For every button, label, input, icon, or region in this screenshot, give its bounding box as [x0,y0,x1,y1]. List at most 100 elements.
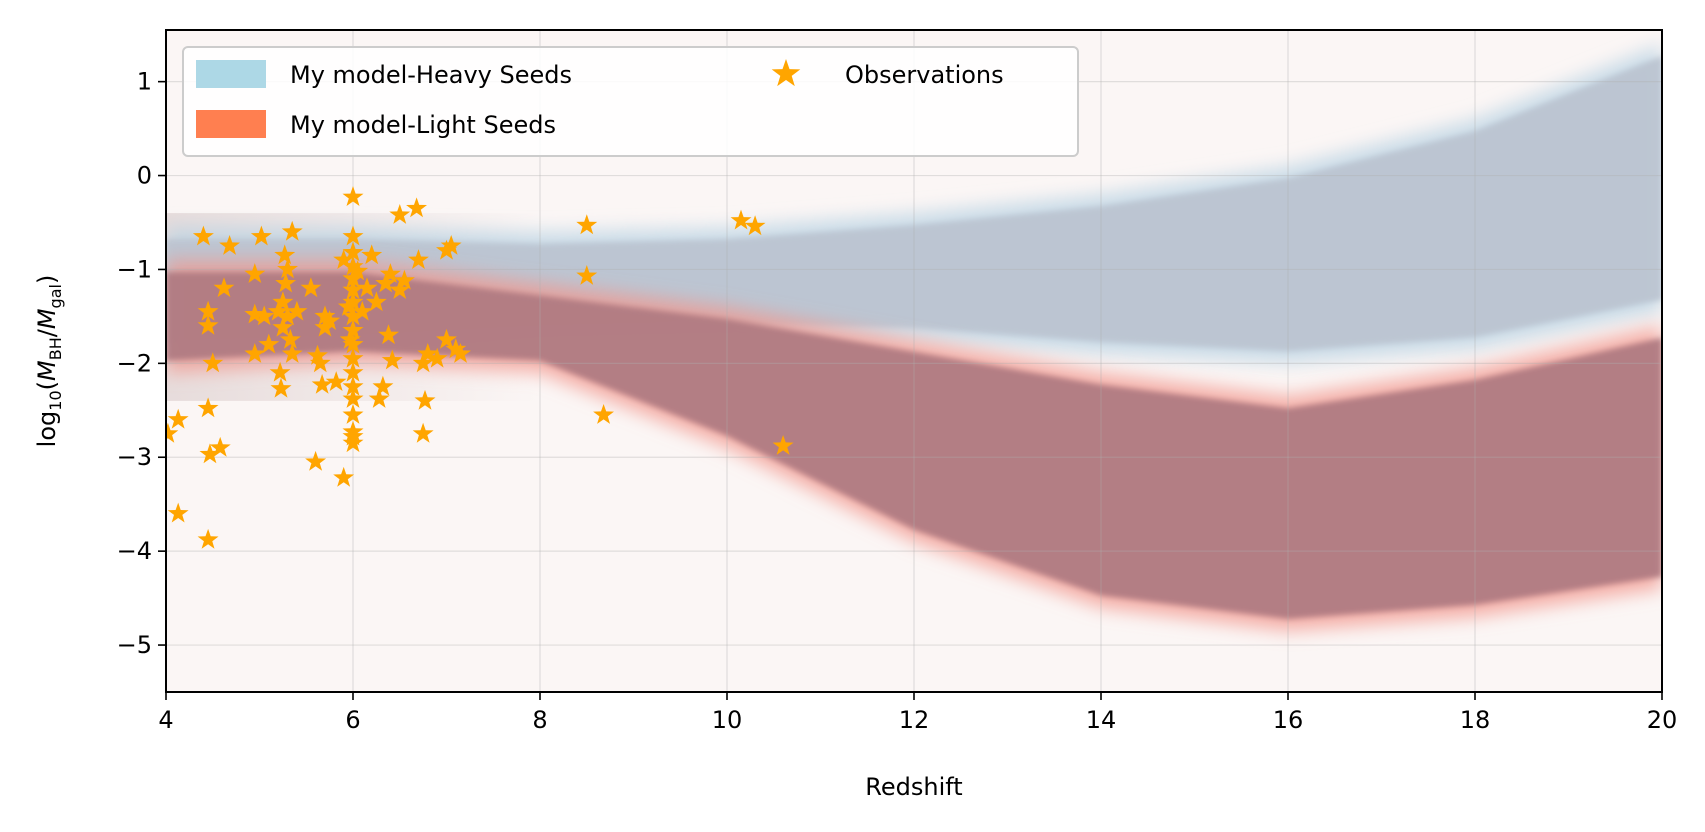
observation-point [209,436,231,457]
y-tick-label: 1 [137,68,152,96]
observation-point [270,377,292,398]
legend-label-heavy-seeds: My model-Heavy Seeds [290,61,572,89]
x-tick-label: 10 [712,706,743,734]
y-axis: 1 0 −1 −2 −3 −4 −5 [117,68,166,659]
observation-point [445,338,467,359]
observation-point [314,305,336,326]
x-tick-label: 18 [1460,706,1491,734]
observation-point [250,225,272,246]
observation-point [307,344,328,365]
x-axis: 4 6 8 10 12 14 16 18 20 [158,692,1677,734]
observation-point [197,397,219,418]
y-tick-label: −4 [117,537,152,565]
y-axis-label: log10(MBH/Mgal) [33,275,65,448]
observation-point [342,305,364,326]
x-axis-label: Redshift [865,773,962,801]
observation-point [333,466,355,487]
observation-point [342,347,364,368]
observation-point [277,305,298,326]
observation-point [342,375,364,396]
y-tick-label: −3 [117,443,152,471]
observation-point [342,388,364,408]
observation-point [412,422,434,443]
observation-point [379,263,401,283]
x-tick-label: 12 [899,706,930,734]
observation-point [389,204,411,224]
observation-point [372,375,394,396]
band-heavy-seeds [166,56,1662,352]
y-tick-label: −2 [117,349,152,377]
observation-point [730,209,752,230]
observation-point [744,215,766,236]
observation-point [253,305,275,326]
observation-point [417,343,439,363]
observation-point [311,373,333,394]
observation-point [167,502,189,523]
observation-point [347,260,369,281]
observation-point [772,435,794,455]
observation-point [277,258,298,279]
observation-point [394,269,415,290]
legend: My model-Heavy Seeds My model-Light Seed… [182,46,1079,157]
observation-point [408,249,429,269]
observation-point [197,300,219,321]
observation-point [426,347,448,368]
observation-point [342,404,364,424]
x-tick-label: 14 [1086,706,1117,734]
observation-point [368,388,390,408]
x-tick-label: 20 [1647,706,1678,734]
observation-point [275,272,297,293]
observation-point [309,352,331,373]
observation-point [342,291,364,312]
observation-point [279,328,301,349]
observation-point [244,263,266,283]
observation-point [166,422,179,443]
legend-label-light-seeds: My model-Light Seeds [290,111,556,139]
observation-point [342,186,364,206]
band-light-seeds [166,272,1662,619]
observation-point [414,389,436,410]
legend-box [182,46,1079,157]
legend-label-observations: Observations [845,61,1004,89]
observation-point [197,528,219,549]
observation-point [406,197,427,218]
observation-point [436,328,457,349]
observation-point [272,291,294,312]
observation-point [389,279,411,299]
observation-point [440,235,462,255]
observation-point [576,265,598,285]
observation-point [593,404,614,424]
observation-point [342,319,364,340]
observation-point [244,343,266,363]
observation-point [281,343,303,363]
observation-point [412,352,434,373]
observation-point [450,343,471,363]
observation-point [342,225,364,246]
observation-point [213,277,235,298]
observation-point [342,279,364,299]
observation-point [192,225,214,246]
observation-point [339,328,361,349]
observation-point [342,255,364,276]
model-bands [166,44,1662,631]
y-tick-label: −1 [117,255,152,283]
observation-point [305,450,327,471]
observations-points [166,186,794,549]
observation-point [269,361,291,382]
observation-point [281,220,303,241]
observation-point [197,314,219,335]
observation-point [365,291,387,312]
observation-point [300,277,322,298]
x-tick-label: 6 [345,706,360,734]
observation-point [272,316,294,337]
observation-point [202,352,224,373]
observation-point [342,432,364,453]
observation-point [267,300,289,321]
observation-point [381,349,403,370]
x-tick-label: 8 [532,706,547,734]
observation-point [375,272,397,293]
observation-point [219,235,240,255]
x-tick-label: 16 [1273,706,1304,734]
observation-point [361,244,383,265]
